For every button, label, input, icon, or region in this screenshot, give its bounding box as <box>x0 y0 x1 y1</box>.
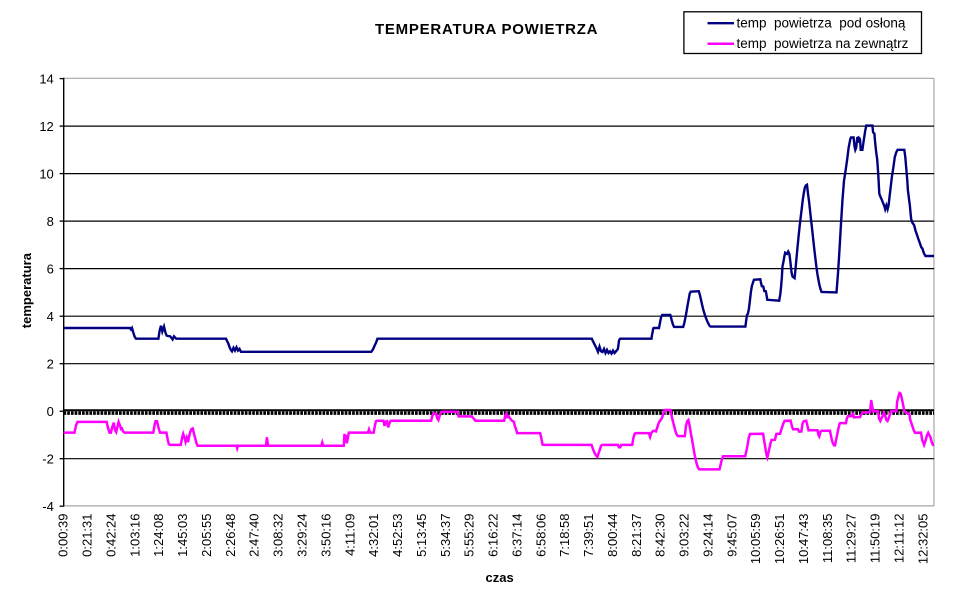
svg-text:14: 14 <box>39 71 53 86</box>
svg-text:6:37:14: 6:37:14 <box>509 514 524 557</box>
svg-text:0:21:31: 0:21:31 <box>80 514 95 557</box>
svg-text:temp powietrza na zewnątrz: temp powietrza na zewnątrz <box>737 36 909 51</box>
svg-text:11:50:19: 11:50:19 <box>868 514 883 564</box>
svg-text:11:29:27: 11:29:27 <box>844 514 859 564</box>
svg-text:3:29:24: 3:29:24 <box>295 514 310 557</box>
svg-text:czas: czas <box>485 570 513 585</box>
svg-text:12:11:12: 12:11:12 <box>892 514 907 564</box>
svg-text:4:11:09: 4:11:09 <box>342 514 357 556</box>
svg-text:9:45:07: 9:45:07 <box>724 514 739 557</box>
svg-text:6: 6 <box>47 261 54 276</box>
svg-text:4: 4 <box>47 309 54 324</box>
svg-text:3:50:16: 3:50:16 <box>318 514 333 557</box>
svg-text:2: 2 <box>47 357 54 372</box>
svg-text:8:42:30: 8:42:30 <box>653 514 668 557</box>
svg-text:10:26:51: 10:26:51 <box>772 514 787 565</box>
svg-text:4:52:53: 4:52:53 <box>390 514 405 557</box>
svg-text:7:18:58: 7:18:58 <box>557 514 572 557</box>
svg-text:5:34:37: 5:34:37 <box>438 514 453 557</box>
svg-text:2:47:40: 2:47:40 <box>247 514 262 557</box>
svg-text:10:05:59: 10:05:59 <box>748 514 763 565</box>
svg-text:temperatura: temperatura <box>19 252 34 328</box>
svg-text:9:03:22: 9:03:22 <box>677 514 692 557</box>
svg-text:2:05:55: 2:05:55 <box>199 514 214 557</box>
svg-text:4:32:01: 4:32:01 <box>366 514 381 557</box>
svg-text:8:21:37: 8:21:37 <box>629 514 644 557</box>
svg-text:8:00:44: 8:00:44 <box>605 514 620 557</box>
svg-text:10:47:43: 10:47:43 <box>796 514 811 565</box>
svg-text:1:45:03: 1:45:03 <box>175 514 190 557</box>
svg-text:9:24:14: 9:24:14 <box>701 514 716 557</box>
svg-text:8: 8 <box>47 214 54 229</box>
svg-text:1:03:16: 1:03:16 <box>127 514 142 557</box>
svg-text:5:55:29: 5:55:29 <box>462 514 477 557</box>
svg-text:12: 12 <box>39 119 53 134</box>
svg-text:TEMPERATURA POWIETRZA: TEMPERATURA POWIETRZA <box>375 21 598 38</box>
svg-text:-2: -2 <box>42 452 54 467</box>
svg-text:6:16:22: 6:16:22 <box>486 514 501 557</box>
svg-text:-4: -4 <box>42 499 54 514</box>
svg-text:0: 0 <box>47 404 54 419</box>
svg-text:5:13:45: 5:13:45 <box>414 514 429 557</box>
svg-text:2:26:48: 2:26:48 <box>223 514 238 557</box>
svg-text:7:39:51: 7:39:51 <box>581 514 596 557</box>
svg-text:temp powietrza pod osłoną: temp powietrza pod osłoną <box>737 16 906 31</box>
svg-text:0:42:24: 0:42:24 <box>104 514 119 557</box>
svg-text:11:08:35: 11:08:35 <box>820 514 835 564</box>
svg-text:12:32:05: 12:32:05 <box>915 514 930 565</box>
svg-text:1:24:08: 1:24:08 <box>151 514 166 557</box>
svg-text:3:08:32: 3:08:32 <box>271 514 286 557</box>
svg-text:6:58:06: 6:58:06 <box>533 514 548 557</box>
svg-text:10: 10 <box>39 166 53 181</box>
svg-text:0:00:39: 0:00:39 <box>56 514 71 557</box>
